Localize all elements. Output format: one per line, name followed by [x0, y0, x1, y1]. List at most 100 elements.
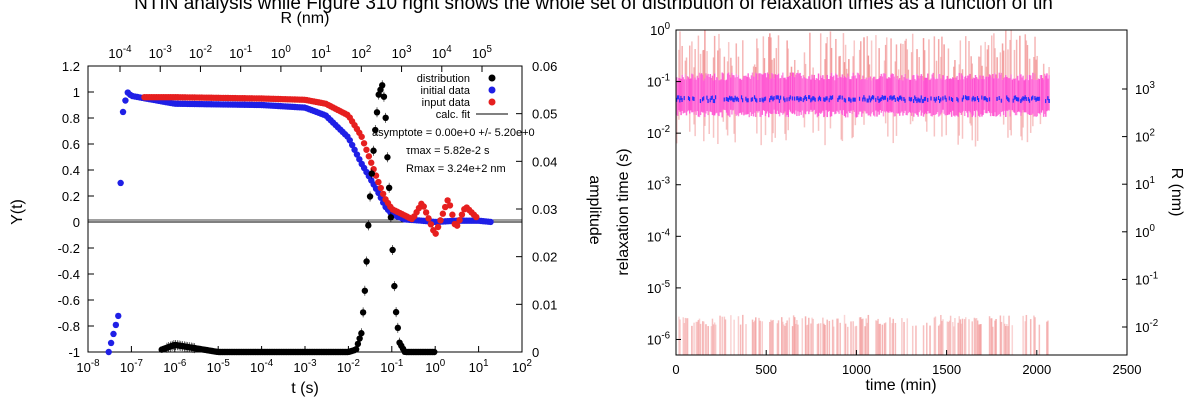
heatmap-streak [996, 57, 998, 79]
initial-data-point [110, 330, 117, 338]
heatmap-streak [916, 49, 918, 75]
heatmap-streak [726, 61, 729, 74]
y-tick-label: 1.2 [62, 59, 80, 74]
heatmap-peak-cell [740, 95, 743, 100]
heatmap-peak-cell [687, 96, 690, 101]
heatmap-cell [1007, 77, 1009, 112]
heatmap-lower-cell [679, 319, 681, 355]
heatmap-lower-cell [723, 316, 726, 355]
heatmap-streak [764, 116, 767, 136]
input-data-point [368, 159, 375, 166]
heatmap-cell [903, 77, 905, 114]
heatmap-cell [691, 73, 693, 113]
heatmap-peak-cell [900, 95, 902, 100]
distribution-point [373, 109, 381, 116]
heatmap-peak-cell [783, 96, 785, 101]
heatmap-cell [698, 72, 701, 118]
input-data-point [444, 197, 451, 204]
initial-data-point [117, 179, 124, 187]
heatmap-cell [801, 78, 804, 111]
heatmap-lower-cell [975, 318, 978, 355]
heatmap-y-tick-label: 10-6 [647, 330, 670, 347]
heatmap-cell [895, 78, 898, 114]
heatmap-streak [902, 43, 904, 81]
heatmap-cell [841, 74, 844, 116]
heatmap-cell [927, 73, 929, 112]
heatmap-peak-cell [998, 96, 1001, 101]
heatmap-lower-cell [784, 325, 786, 355]
heatmap-lower-cell [961, 318, 964, 355]
heatmap-cell [784, 77, 786, 112]
heatmap-streak [987, 45, 990, 77]
heatmap-streak [688, 113, 691, 132]
input-data-point [434, 223, 442, 231]
heatmap-cell [879, 76, 881, 111]
heatmap-lower-cell [783, 324, 785, 355]
heatmap-streak [708, 111, 710, 134]
heatmap-streak [928, 39, 930, 81]
heatmap-cell [1048, 75, 1050, 111]
heatmap-streak [824, 116, 826, 146]
heatmap-peak-cell [707, 99, 709, 104]
heatmap-peak-cell [713, 99, 716, 104]
heatmap-peak-cell [881, 95, 884, 100]
heatmap-streak [688, 45, 691, 79]
heatmap-lower-cell [786, 320, 788, 355]
heatmap-peak-cell [1032, 95, 1034, 100]
heatmap-y-tick-label: 100 [650, 21, 670, 38]
heatmap-peak-cell [985, 97, 988, 102]
heatmap-streak [852, 110, 854, 138]
heatmap-cell [835, 73, 837, 114]
heatmap-peak-cell [745, 96, 747, 101]
heatmap-streak [970, 56, 972, 80]
heatmap-cell [1016, 75, 1019, 113]
heatmap-lower-cell [940, 314, 942, 355]
heatmap-cell [711, 75, 714, 115]
heatmap-peak-cell [983, 96, 985, 101]
heatmap-peak-cell [957, 98, 959, 103]
heatmap-cell [974, 74, 977, 118]
y2-tick-label: 0.05 [532, 107, 557, 122]
heatmap-cell [864, 79, 866, 112]
heatmap-peak-cell [838, 95, 840, 100]
legend-marker [488, 74, 496, 82]
heatmap-peak-cell [841, 95, 844, 100]
heatmap-peak-cell [917, 97, 919, 102]
heatmap-lower-cell [701, 321, 704, 355]
heatmap-cell [1011, 79, 1014, 111]
heatmap-streak [976, 111, 979, 141]
distribution-point [392, 308, 400, 316]
heatmap-streak [1026, 114, 1029, 143]
heatmap-cell [949, 78, 952, 113]
heatmap-lower-cell [836, 318, 838, 355]
heatmap-lower-cell [1046, 321, 1048, 355]
right-chart: 0 500 1000 1500 2000 2500 10-6 10-5 10-4 10-3 10-2… [615, 21, 1185, 394]
heatmap-lower-cell [678, 316, 680, 355]
heatmap-lower-cell [946, 321, 949, 355]
heatmap-lower-cell [782, 321, 784, 355]
heatmap-lower-cell [796, 319, 798, 355]
heatmap-peak-cell [812, 95, 814, 100]
heatmap-lower-cell [805, 325, 808, 355]
heatmap-cell [686, 76, 689, 112]
heatmap-streak [757, 48, 759, 81]
heatmap-cells [676, 30, 1050, 355]
heatmap-lower-cell [952, 322, 954, 355]
heatmap-cell [854, 75, 857, 117]
heatmap-peak-cell [736, 96, 739, 101]
initial-data-point [122, 97, 129, 104]
heatmap-streak [678, 110, 680, 120]
heatmap-cell [995, 74, 997, 117]
heatmap-streak [924, 112, 927, 122]
heatmap-cell [1033, 79, 1035, 117]
heatmap-lower-cell [934, 316, 937, 355]
heatmap-lower-cell [941, 320, 943, 355]
heatmap-cell [941, 79, 943, 113]
heatmap-peak-cell [965, 95, 967, 100]
heatmap-cell [737, 75, 740, 117]
heatmap-cell [738, 78, 741, 114]
heatmap-lower-cell [816, 324, 819, 355]
heatmap-peak-cell [1027, 97, 1030, 102]
distribution-point [380, 93, 388, 100]
heatmap-lower-cell [759, 320, 761, 355]
